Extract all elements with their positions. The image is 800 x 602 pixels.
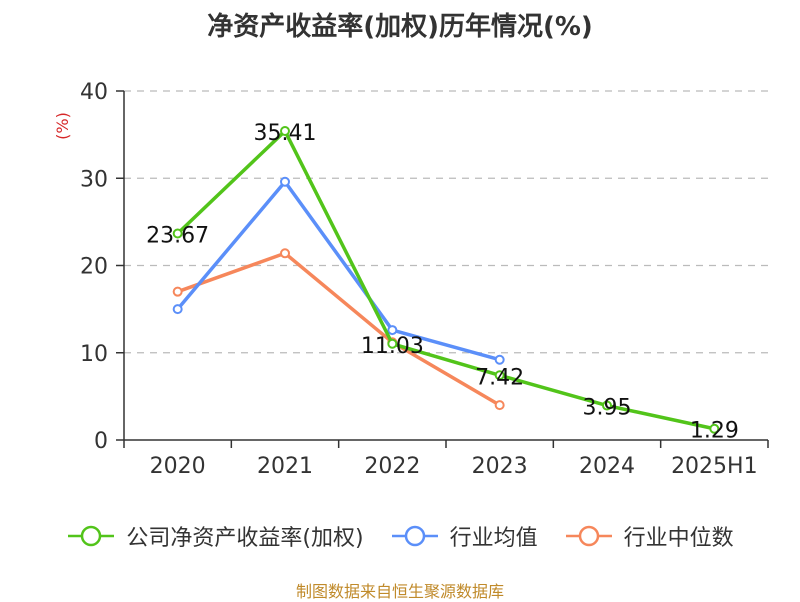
data-point [280, 126, 290, 137]
y-axis-label: (%) [53, 112, 72, 140]
data-point [172, 228, 183, 239]
x-tick-label: 2025H1 [671, 454, 758, 479]
data-label: 35.41 [254, 121, 317, 146]
legend-swatch [565, 525, 612, 547]
data-point [280, 248, 290, 259]
data-label: 7.42 [475, 365, 524, 390]
x-tick-label: 2023 [472, 454, 528, 479]
x-tick-label: 2022 [364, 454, 420, 479]
y-tick-label: 30 [80, 167, 108, 192]
legend-item[interactable]: 行业均值 [390, 520, 538, 552]
data-point [387, 338, 398, 349]
series-line [177, 251, 501, 407]
data-point [280, 176, 290, 187]
data-point [494, 370, 505, 381]
legend-swatch [68, 525, 115, 547]
data-label: 11.03 [361, 334, 424, 359]
x-tick-label: 2024 [579, 454, 635, 479]
data-label: 3.95 [583, 396, 632, 421]
chart-legend: 公司净资产收益率(加权) 行业均值 行业中位数 [0, 518, 800, 554]
series-line [176, 129, 715, 431]
data-point [387, 325, 398, 336]
legend-label: 行业中位数 [623, 526, 734, 551]
legend-marker [404, 525, 425, 547]
x-tick-label: 2021 [257, 454, 313, 479]
y-tick-label: 20 [80, 255, 108, 280]
y-tick-label: 0 [94, 429, 108, 454]
y-tick-label: 10 [80, 342, 108, 367]
y-tick-label: 40 [80, 80, 108, 105]
data-point [602, 400, 612, 411]
legend-swatch [391, 525, 438, 547]
data-label: 23.67 [146, 223, 209, 248]
x-tick-label: 2020 [150, 454, 206, 479]
series-line [176, 179, 501, 362]
data-point [494, 400, 505, 411]
chart-title: 净资产收益率(加权)历年情况(%) [207, 12, 593, 42]
data-point [172, 304, 183, 315]
data-point [494, 354, 505, 365]
legend-label: 行业均值 [449, 526, 538, 551]
legend-marker [81, 525, 102, 547]
legend-label: 公司净资产收益率(加权) [126, 526, 364, 551]
data-point [709, 423, 720, 434]
data-label: 1.29 [690, 419, 739, 444]
legend-item[interactable]: 行业中位数 [564, 520, 734, 552]
data-source-note: 制图数据来自恒生聚源数据库 [295, 582, 504, 601]
legend-marker [578, 525, 599, 547]
data-point [172, 286, 183, 297]
legend-item[interactable]: 公司净资产收益率(加权) [66, 520, 364, 552]
